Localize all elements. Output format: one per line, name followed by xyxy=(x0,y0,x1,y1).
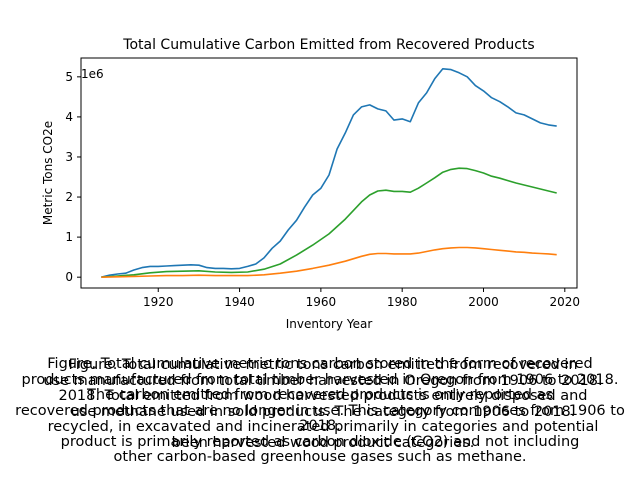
x-axis: 1920 1940 1960 1980 2000 2020 xyxy=(143,288,580,309)
plot-frame xyxy=(80,57,578,289)
y-tick-label: 0 xyxy=(65,270,73,284)
y-offset-label: 1e6 xyxy=(81,67,104,81)
y-tick-label: 2 xyxy=(65,190,73,204)
y-tick-label: 3 xyxy=(65,150,73,164)
x-tick-label: 1920 xyxy=(143,295,174,309)
y-tick-label: 4 xyxy=(65,110,73,124)
chart-title: Total Cumulative Carbon Emitted from Rec… xyxy=(122,37,534,53)
y-axis: 0 1 2 3 4 5 xyxy=(65,70,81,284)
x-tick-label: 2000 xyxy=(468,295,499,309)
series-line-3 xyxy=(101,246,557,278)
x-tick-label: 1980 xyxy=(387,295,418,309)
x-tick-label: 2020 xyxy=(550,295,581,309)
y-tick-label: 5 xyxy=(65,70,73,84)
y-axis-label: Metric Tons CO2e xyxy=(41,121,55,225)
plot-area xyxy=(101,68,557,278)
y-tick-label: 1 xyxy=(65,230,73,244)
x-tick-label: 1960 xyxy=(306,295,337,309)
x-tick-label: 1940 xyxy=(224,295,255,309)
x-axis-label: Inventory Year xyxy=(286,317,373,331)
series-line-2 xyxy=(101,167,557,278)
series-line-1 xyxy=(101,68,557,278)
